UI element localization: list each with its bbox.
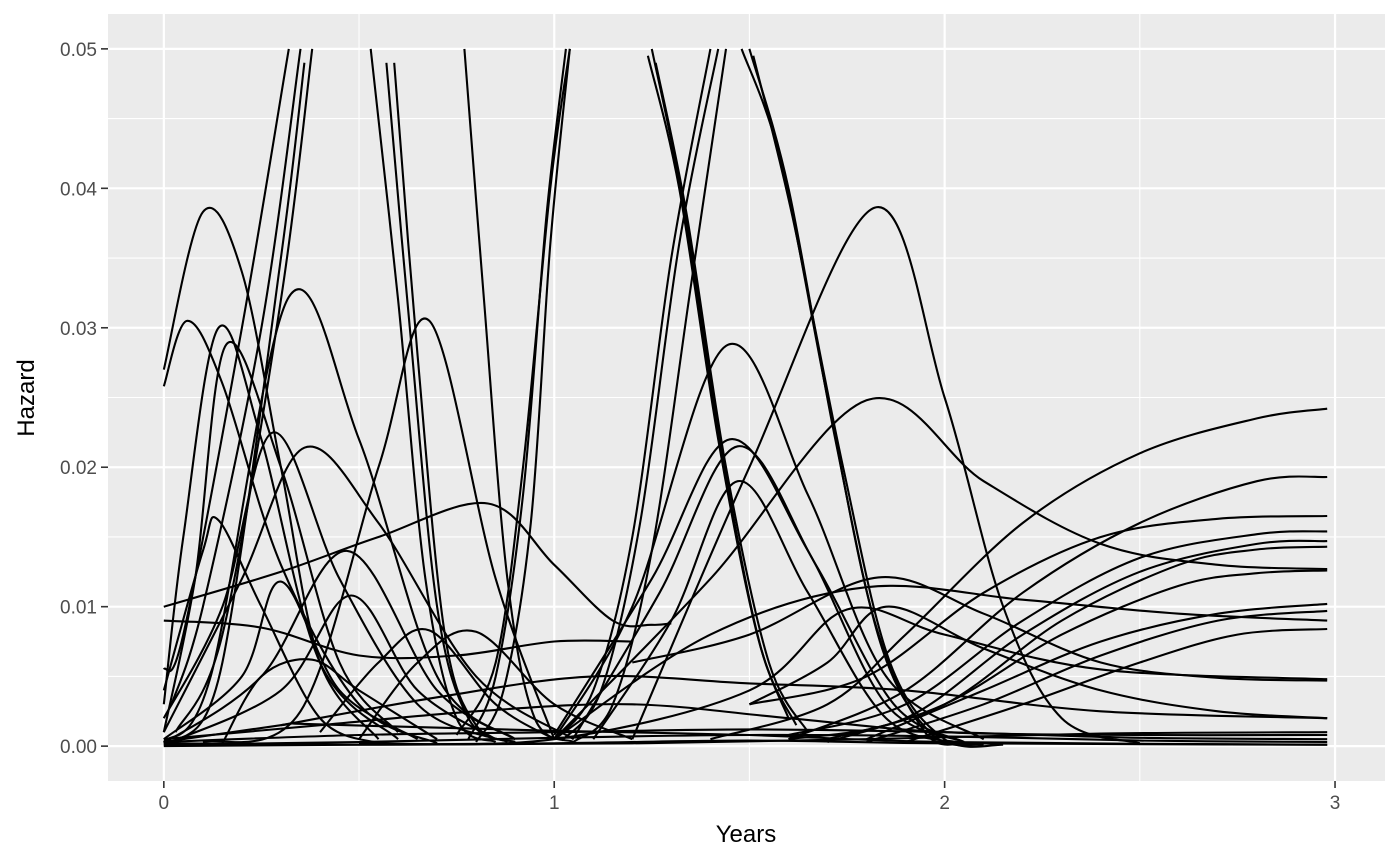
hazard-line-5: [162, 288, 516, 743]
hazard-line-40: [572, 445, 965, 743]
hazard-line-21: [178, 62, 306, 743]
hazard-line-25: [463, 48, 575, 743]
hazard-line-13: [163, 594, 497, 746]
hazard-line-10: [163, 619, 633, 660]
hazard-line-19: [170, 48, 302, 705]
y-tick-label: 0.03: [60, 319, 97, 340]
x-axis: 0 1 2 3: [159, 781, 1341, 814]
x-tick-label: 2: [939, 793, 950, 814]
hazard-line-32: [553, 48, 712, 740]
hazard-line-58: [280, 674, 1328, 727]
hazard-line-60: [163, 728, 1328, 744]
hazard-line-18: [162, 48, 290, 673]
hazard-line-50: [788, 530, 1328, 737]
hazard-line-20: [174, 48, 314, 733]
hazard-line-48: [788, 475, 1328, 741]
hazard-line-38: [553, 342, 985, 741]
hazard-line-16: [358, 629, 633, 741]
x-tick-label: 1: [549, 793, 560, 814]
hazard-line-17: [319, 628, 555, 741]
x-tick-label: 0: [159, 793, 170, 814]
minor-gridlines: [108, 14, 1385, 781]
y-tick-label: 0.04: [60, 179, 97, 200]
hazard-line-15: [221, 658, 438, 744]
hazard-line-49: [749, 514, 1328, 706]
hazard-line-57: [358, 606, 1328, 746]
hazard-line-64: [163, 739, 1328, 748]
y-tick-label: 0.00: [60, 737, 97, 758]
hazard-line-26: [467, 48, 567, 740]
hazard-line-11: [163, 580, 419, 741]
hazard-line-53: [827, 569, 1328, 743]
y-tick-label: 0.05: [60, 40, 97, 61]
hazard-line-28: [455, 48, 571, 736]
hazard-line-59: [163, 703, 1328, 741]
hazard-line-14: [202, 317, 556, 744]
y-tick-label: 0.01: [60, 598, 97, 619]
series-lines: [162, 48, 1328, 748]
hazard-line-31: [654, 62, 809, 733]
hazard-line-55: [866, 609, 1328, 743]
y-tick-label: 0.02: [60, 458, 97, 479]
hazard-line-44: [632, 576, 1328, 682]
x-tick-label: 3: [1330, 793, 1341, 814]
hazard-line-7: [162, 445, 575, 741]
hazard-line-22: [369, 48, 497, 743]
y-axis: 0.00 0.01 0.02 0.03 0.04 0.05: [60, 40, 108, 758]
hazard-line-42: [631, 206, 1141, 745]
hazard-line-6: [162, 431, 497, 741]
hazard-line-54: [866, 602, 1328, 741]
hazard-line-27: [475, 48, 571, 743]
hazard-line-47: [710, 407, 1328, 741]
x-axis-title: Years: [716, 821, 777, 848]
hazard-line-41: [592, 480, 965, 745]
y-axis-title: Hazard: [13, 359, 40, 436]
hazard-line-56: [905, 627, 1328, 743]
hazard-line-46: [748, 605, 1328, 720]
hazard-line-45: [553, 584, 1328, 741]
hazard-line-43: [553, 397, 1328, 740]
hazard-line-2: [162, 319, 438, 745]
